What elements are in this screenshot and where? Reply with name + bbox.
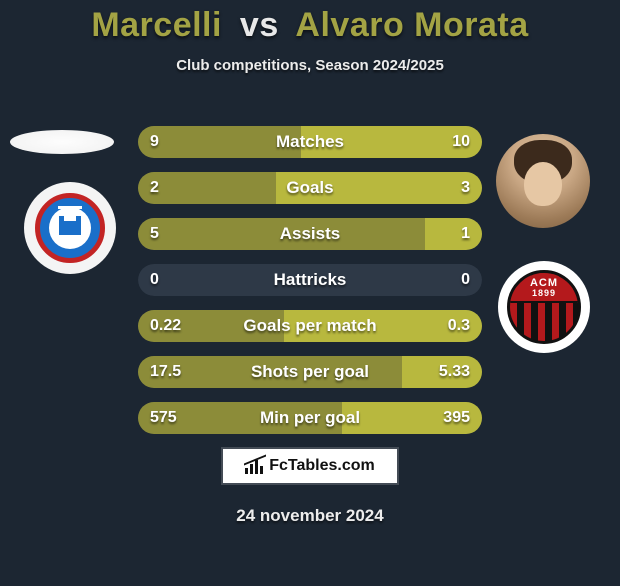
title-vs: vs: [240, 6, 279, 44]
bar-right-segment: [276, 172, 482, 204]
stat-row: Hattricks00: [138, 264, 482, 296]
bar-left-segment: [138, 126, 301, 158]
brand-text: FcTables.com: [269, 457, 375, 475]
stat-value-left: 17.5: [150, 356, 181, 388]
player1-avatar: [10, 130, 114, 154]
stat-row: Min per goal575395: [138, 402, 482, 434]
comparison-chart: Matches910Goals23Assists51Hattricks00Goa…: [138, 126, 482, 448]
stat-value-right: 1: [461, 218, 470, 250]
stat-value-right: 0: [461, 264, 470, 296]
brand-box: FcTables.com: [221, 447, 399, 485]
bar-right-segment: [425, 218, 482, 250]
stat-value-left: 2: [150, 172, 159, 204]
stat-row: Assists51: [138, 218, 482, 250]
stat-value-right: 3: [461, 172, 470, 204]
title-player2: Alvaro Morata: [295, 6, 528, 44]
stat-value-left: 0.22: [150, 310, 181, 342]
player2-crest-icon: ACM 1899: [498, 261, 590, 353]
bar-left-segment: [138, 218, 425, 250]
subtitle: Club competitions, Season 2024/2025: [0, 57, 620, 74]
stat-value-right: 10: [452, 126, 470, 158]
page-title: Marcelli vs Alvaro Morata: [0, 6, 620, 45]
stat-row: Goals23: [138, 172, 482, 204]
bar-track: [138, 264, 482, 296]
stat-value-left: 0: [150, 264, 159, 296]
stat-value-right: 395: [443, 402, 470, 434]
stat-row: Shots per goal17.55.33: [138, 356, 482, 388]
date-label: 24 november 2024: [0, 506, 620, 526]
stat-value-left: 575: [150, 402, 177, 434]
crest-year-text: 1899: [510, 288, 578, 298]
stat-value-left: 5: [150, 218, 159, 250]
stat-row: Goals per match0.220.3: [138, 310, 482, 342]
stat-value-left: 9: [150, 126, 159, 158]
fctables-logo-icon: [245, 458, 265, 474]
stat-value-right: 5.33: [439, 356, 470, 388]
player1-crest-icon: [24, 182, 116, 274]
stat-row: Matches910: [138, 126, 482, 158]
player2-avatar: [496, 134, 590, 228]
stat-value-right: 0.3: [448, 310, 470, 342]
title-player1: Marcelli: [91, 6, 222, 44]
